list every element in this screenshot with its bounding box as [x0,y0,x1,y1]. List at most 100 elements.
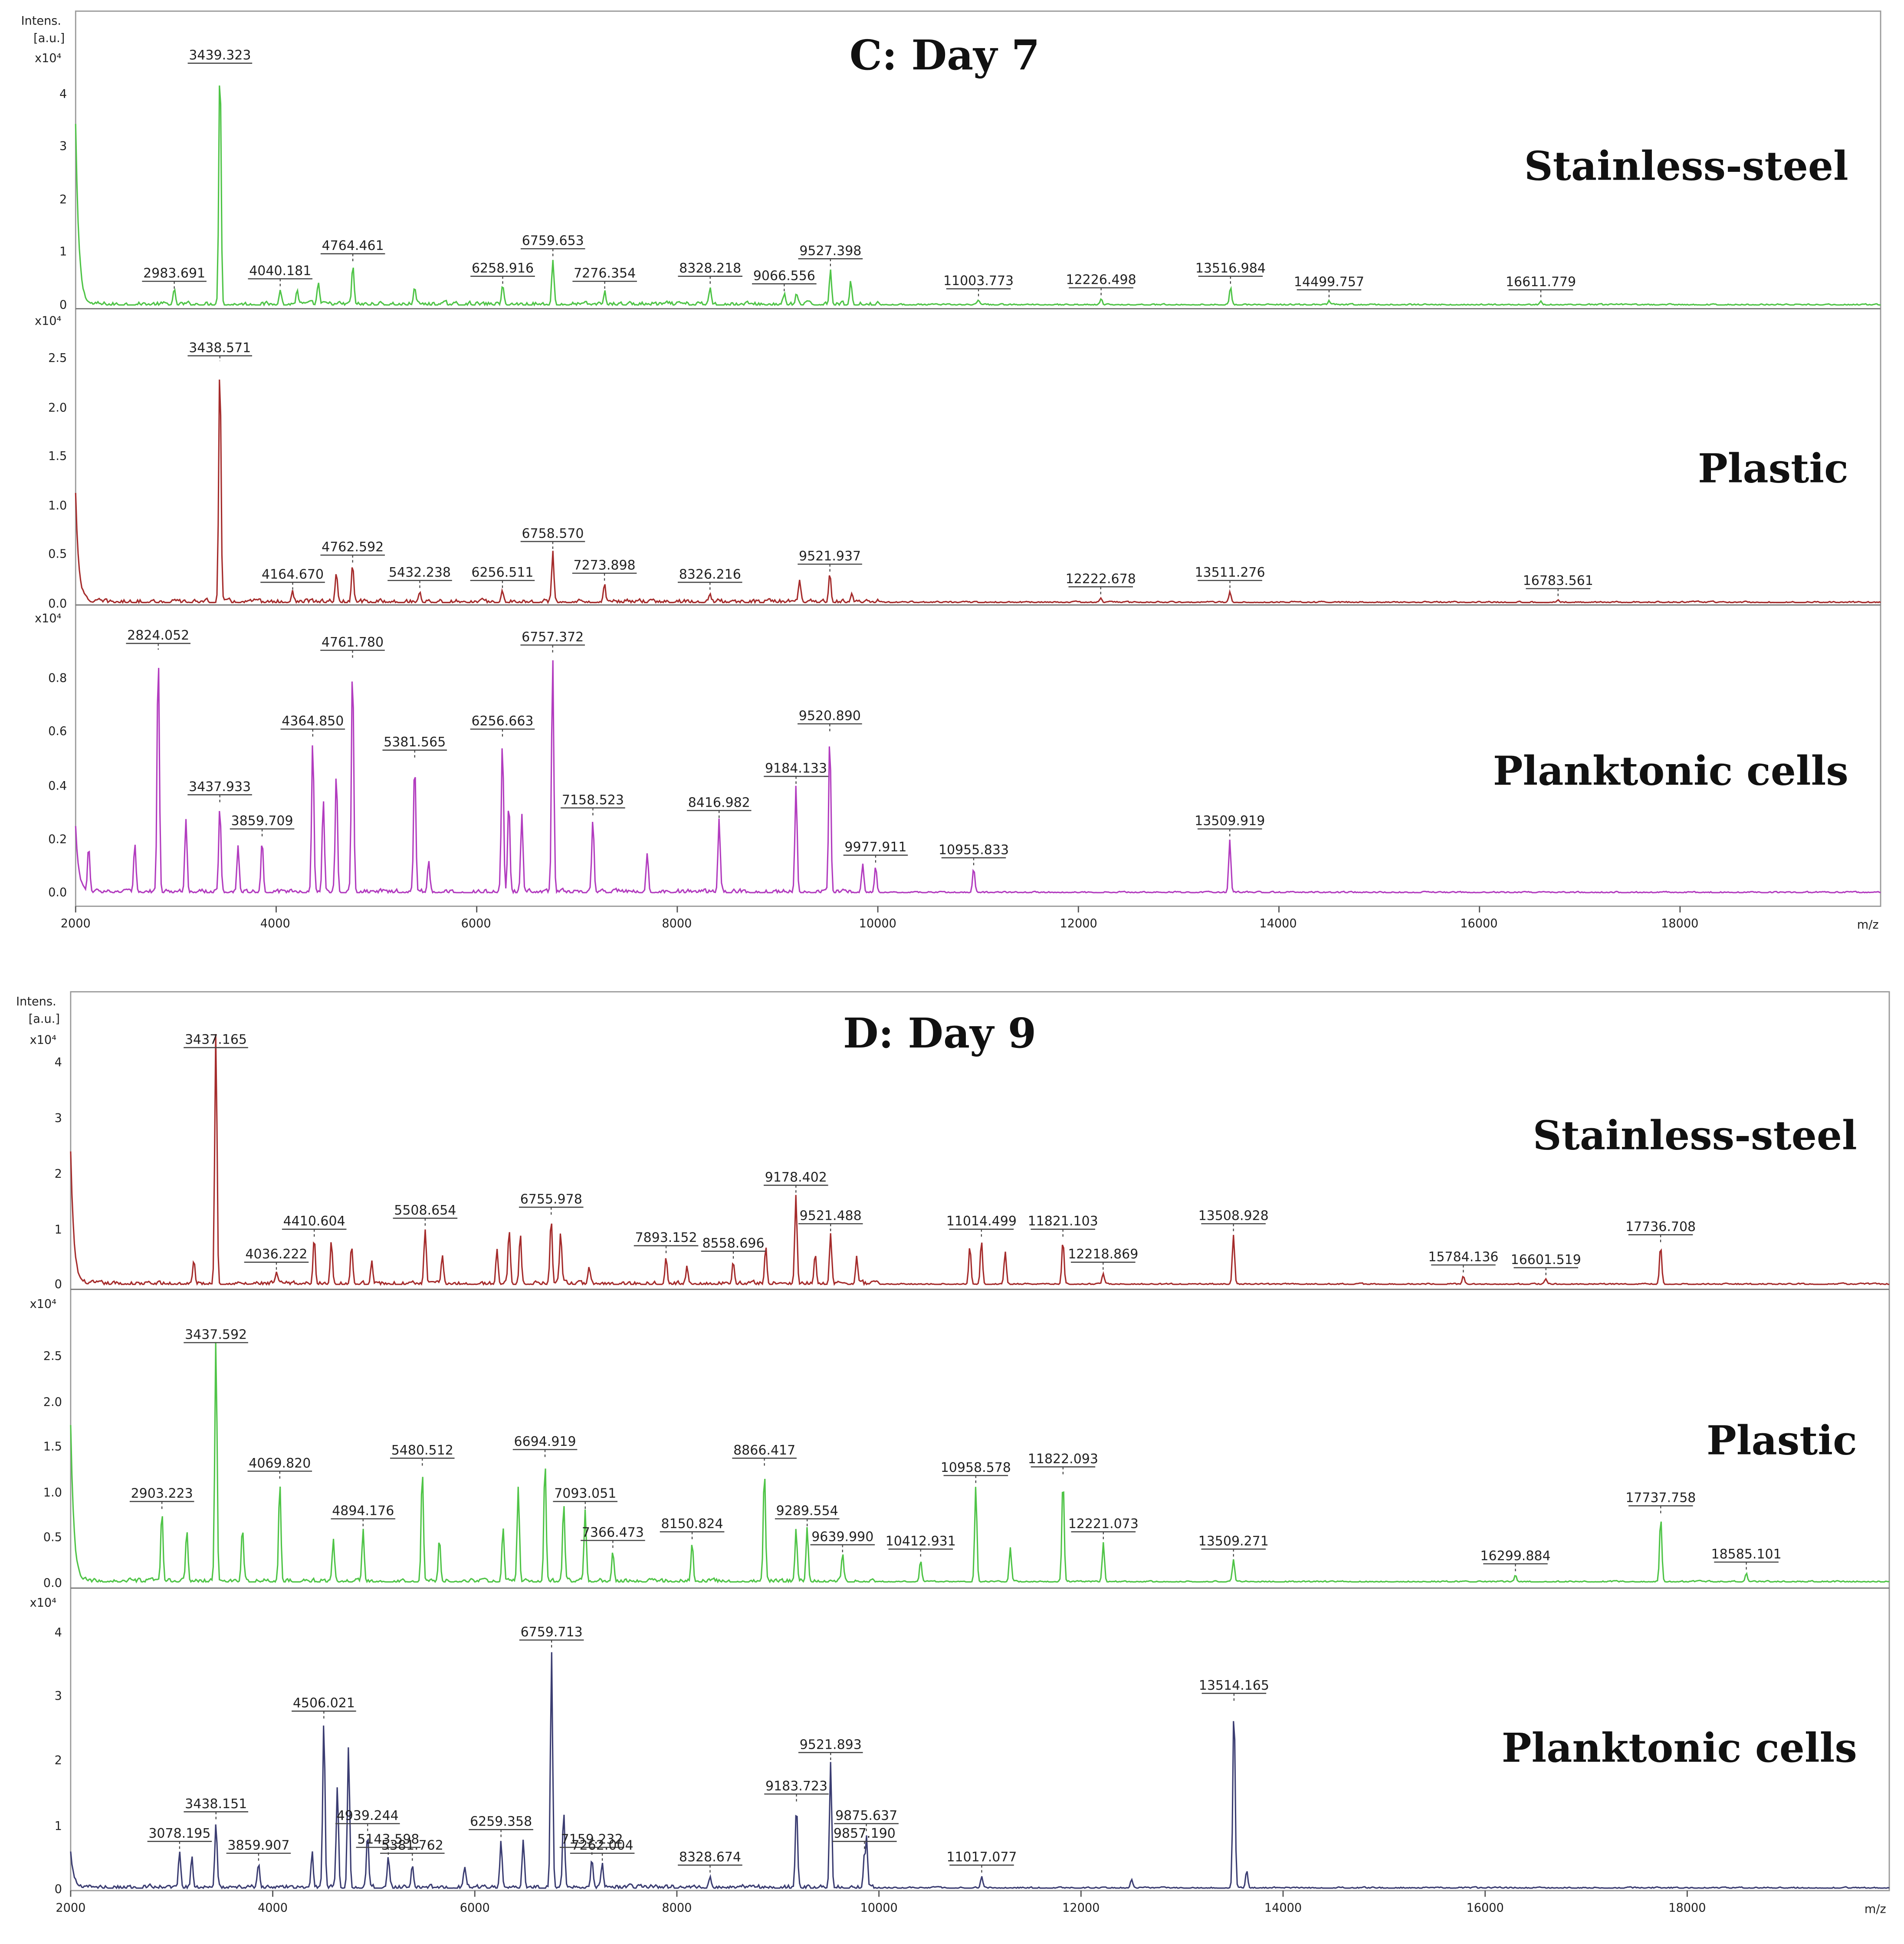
c-panel-plastic: x10⁴ Plastic 0.0 0.5 1.0 1.5 2.0 2.5 343… [35,315,1881,611]
peak-label-14499.757: 14499.757 [1294,274,1364,300]
peak-label-text: 11017.077 [946,1850,1017,1865]
c-plastic-scale-label: x10⁴ [35,315,62,328]
c-plastic-peak-labels: 3438.571 4164.670 4762.592 5432.238 6256.511… [187,340,1593,599]
figure-d-x-tick-label-10000: 10000 [860,1901,897,1914]
peak-label-text: 10412.931 [886,1534,956,1549]
peak-label-text: 3859.907 [227,1838,289,1853]
figure-d-x-tick-label-18000: 18000 [1668,1901,1706,1914]
peak-label-3859.907: 3859.907 [226,1838,291,1863]
peak-label-4036.222: 4036.222 [244,1247,309,1272]
peak-label-4069.820: 4069.820 [247,1456,312,1481]
peak-label-4410.604: 4410.604 [282,1214,347,1239]
c-plastic-y-tick-1: 0.5 [48,548,67,561]
c-plastic-y-tick-2: 1.0 [48,499,67,512]
peak-label-text: 17736.708 [1625,1219,1696,1235]
peak-label-text: 7366.473 [582,1525,644,1540]
d-stainless-scale-label: x10⁴ [30,1034,57,1047]
figure-d-x-tick-label-2000: 2000 [56,1901,85,1914]
peak-label-text: 4761.780 [322,635,384,650]
d-stainless-y-tick-1: 1 [55,1223,62,1237]
d-plastic-y-tick-4: 2.0 [43,1396,62,1409]
peak-label-9639.990: 9639.990 [810,1529,875,1555]
d-plastic-y-tick-2: 1.0 [43,1486,62,1499]
peak-label-text: 3437.165 [185,1032,247,1048]
figure-c-x-tick-label-16000: 16000 [1460,917,1497,930]
peak-label-7276.354: 7276.354 [572,266,637,292]
figure-c-x-tick-label-18000: 18000 [1661,917,1698,930]
c-planktonic-y-tick-4: 0.8 [48,671,67,685]
peak-label-3438.571: 3438.571 [187,340,253,361]
c-stainless-y-tick-0: 0 [59,298,67,312]
peak-label-text: 13508.928 [1198,1208,1269,1224]
peak-label-7893.152: 7893.152 [634,1230,699,1256]
c-stainless-series-label: Stainless-steel [1524,142,1848,189]
peak-label-9977.911: 9977.911 [843,840,908,865]
peak-label-12221.073: 12221.073 [1068,1516,1139,1542]
c-stainless-peak-labels: 3439.323 2983.691 4040.181 4764.461 6258.916… [142,48,1576,300]
peak-label-9527.398: 9527.398 [798,243,863,269]
peak-label-3437.592: 3437.592 [184,1327,248,1343]
figure-c: C: Day 7 Intens. [a.u.] m/z 2000 4000 60… [21,10,1881,932]
peak-label-text: 7893.152 [635,1230,697,1245]
peak-label-8558.696: 8558.696 [701,1236,766,1261]
peak-label-text: 4036.222 [245,1247,307,1262]
peak-label-9521.488: 9521.488 [798,1208,863,1234]
peak-label-4040.181: 4040.181 [248,263,313,289]
peak-label-text: 3078.195 [148,1826,210,1841]
peak-label-8416.982: 8416.982 [686,795,752,821]
peak-label-text: 9521.937 [799,549,861,564]
peak-label-text: 13509.919 [1195,814,1265,829]
peak-label-text: 12226.498 [1066,273,1136,288]
peak-label-text: 6758.570 [522,526,584,541]
c-plastic-spectrum-line [75,379,1881,604]
figure-d-x-tick-label-12000: 12000 [1062,1901,1100,1914]
peak-label-9178.402: 9178.402 [764,1170,828,1195]
peak-label-11014.499: 11014.499 [946,1214,1017,1239]
peak-label-8150.824: 8150.824 [660,1516,725,1542]
peak-label-3438.151: 3438.151 [184,1796,248,1822]
peak-label-text: 3438.571 [189,340,251,355]
peak-label-4762.592: 4762.592 [320,540,385,565]
c-stainless-y-tick-4: 4 [59,88,67,101]
peak-label-11003.773: 11003.773 [943,273,1014,299]
peak-label-12218.869: 12218.869 [1068,1247,1138,1272]
peak-label-text: 12222.678 [1066,571,1136,587]
figure-c-x-tick-label-2000: 2000 [61,917,91,930]
d-plastic-y-tick-0: 0.0 [43,1576,62,1590]
peak-label-3078.195: 3078.195 [147,1826,212,1852]
peak-label-13516.984: 13516.984 [1195,261,1266,286]
peak-label-text: 13511.276 [1195,565,1265,580]
c-plastic-y-tick-0: 0.0 [48,597,67,611]
peak-label-text: 11014.499 [946,1214,1017,1229]
peak-label-text: 9527.398 [799,243,861,259]
peak-label-text: 6755.978 [520,1192,582,1207]
peak-label-9875.637: 9875.637 [834,1808,899,1834]
peak-label-2983.691: 2983.691 [142,266,207,292]
peak-label-text: 9521.893 [800,1737,862,1752]
peak-label-16611.779: 16611.779 [1506,274,1576,300]
figure-d-ylabel-line-1: Intens. [16,995,56,1008]
peak-label-16601.519: 16601.519 [1511,1252,1581,1278]
peak-label-5143.598: 5143.598 [356,1832,421,1858]
c-stainless-y-tick-3: 3 [59,140,67,153]
peak-label-text: 3437.592 [185,1327,247,1343]
peak-label-text: 17737.758 [1625,1491,1696,1506]
peak-label-text: 13516.984 [1195,261,1266,276]
peak-label-text: 5480.512 [391,1443,453,1458]
figure-d-x-tick-label-6000: 6000 [460,1901,490,1914]
peak-label-text: 11821.103 [1028,1214,1098,1229]
peak-label-11821.103: 11821.103 [1028,1214,1098,1239]
peak-label-12222.678: 12222.678 [1066,571,1136,597]
c-plastic-y-tick-5: 2.5 [48,351,67,365]
figure-c-x-tick-label-4000: 4000 [260,917,290,930]
peak-label-text: 9875.637 [835,1808,897,1823]
peak-label-text: 9521.488 [800,1208,862,1224]
c-plastic-y-tick-3: 1.5 [48,450,67,463]
peak-label-4939.244: 4939.244 [335,1808,400,1834]
peak-label-13511.276: 13511.276 [1195,565,1265,591]
d-planktonic-series-label: Planktonic cells [1502,1724,1857,1771]
peak-label-3439.323: 3439.323 [187,48,253,64]
peak-label-12226.498: 12226.498 [1066,273,1136,298]
peak-label-17736.708: 17736.708 [1625,1219,1696,1245]
